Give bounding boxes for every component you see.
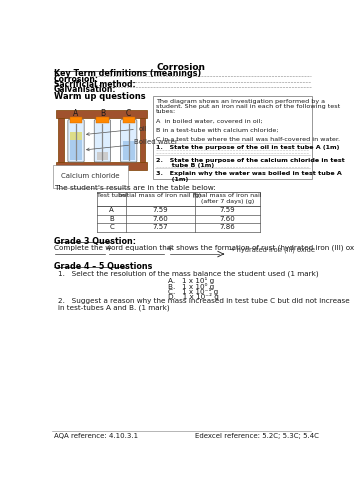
Text: The diagram shows an investigation performed by a: The diagram shows an investigation perfo… (156, 100, 325, 104)
Text: AQA reference: 4.10.3.1: AQA reference: 4.10.3.1 (53, 434, 138, 440)
Text: → hydrated iron (III) oxide: → hydrated iron (III) oxide (229, 246, 315, 253)
Text: Final mass of iron nail
(after 7 days) (g): Final mass of iron nail (after 7 days) (… (193, 193, 261, 204)
FancyBboxPatch shape (68, 120, 84, 162)
Text: A  in boiled water, covered in oil;: A in boiled water, covered in oil; (156, 118, 262, 124)
Text: C: C (126, 110, 131, 118)
Text: C in a test tube where the nail was half-covered in water.: C in a test tube where the nail was half… (156, 138, 340, 142)
Text: Test tube: Test tube (97, 193, 126, 198)
Bar (97, 152, 108, 160)
Bar (70, 117, 82, 123)
Text: 7.57: 7.57 (153, 224, 168, 230)
Text: oil: oil (86, 126, 147, 136)
Text: tubes:: tubes: (156, 109, 176, 114)
Text: Grade 4 – 5 Questions: Grade 4 – 5 Questions (53, 262, 152, 270)
Text: C: C (109, 224, 114, 230)
Text: 1.   State the purpose of the oil in test tube A (1m): 1. State the purpose of the oil in test … (156, 146, 339, 150)
Text: 1.   Select the resolution of the mass balance the student used (1 mark): 1. Select the resolution of the mass bal… (58, 270, 319, 276)
Bar (123, 141, 135, 160)
Text: B in a test-tube with calcium chloride;: B in a test-tube with calcium chloride; (156, 128, 278, 133)
Text: 7.60: 7.60 (153, 216, 169, 222)
Text: Boiled water: Boiled water (86, 140, 178, 151)
Text: 7.86: 7.86 (219, 224, 235, 230)
Bar (96, 117, 109, 123)
Text: Key Term definitions (meanings): Key Term definitions (meanings) (53, 69, 201, 78)
Text: The student's results are in the table below:: The student's results are in the table b… (53, 184, 216, 190)
Bar (70, 132, 82, 140)
Text: Initial mass of iron nail (g): Initial mass of iron nail (g) (119, 193, 202, 198)
Text: 3.   Explain why the water was boiled in test tube A
       (1m): 3. Explain why the water was boiled in t… (156, 172, 342, 182)
Text: Corrosion:: Corrosion: (53, 74, 98, 84)
Text: A: A (109, 207, 114, 213)
FancyBboxPatch shape (94, 120, 110, 162)
Text: Grade 3 Question:: Grade 3 Question: (53, 237, 136, 246)
Text: student. She put an iron nail in each of the following test: student. She put an iron nail in each of… (156, 104, 340, 109)
Text: Edexcel reference: 5.2C; 5.3C; 5.4C: Edexcel reference: 5.2C; 5.3C; 5.4C (195, 434, 319, 440)
Text: B: B (109, 216, 114, 222)
Text: A.   1 x 10¹ g: A. 1 x 10¹ g (168, 277, 215, 284)
Text: 2.   State the purpose of the calcium chloride in test
       tube B (1m): 2. State the purpose of the calcium chlo… (156, 158, 344, 168)
Text: Complete the word equation that shows the formation of rust (hydrated iron (III): Complete the word equation that shows th… (53, 244, 354, 250)
Bar (58, 118, 64, 162)
Text: A: A (73, 110, 79, 118)
Bar (122, 117, 135, 123)
Text: D.   1 x 10⁻² g: D. 1 x 10⁻² g (168, 294, 219, 300)
Text: Galvanisation:: Galvanisation: (53, 86, 116, 94)
Bar (139, 118, 145, 162)
Text: +: + (105, 244, 112, 253)
Text: B: B (100, 110, 105, 118)
Bar (70, 140, 82, 160)
Text: Calcium chloride: Calcium chloride (61, 173, 120, 179)
Text: Corrosion: Corrosion (157, 63, 206, 72)
Text: 2.   Suggest a reason why the mass increased in test tube C but did not increase: 2. Suggest a reason why the mass increas… (58, 298, 350, 312)
FancyBboxPatch shape (153, 96, 312, 180)
FancyBboxPatch shape (121, 120, 137, 162)
Bar (56, 110, 147, 118)
Text: Sacrificial method:: Sacrificial method: (53, 80, 135, 89)
Text: 7.59: 7.59 (219, 207, 235, 213)
Bar (56, 162, 147, 170)
Text: 7.59: 7.59 (153, 207, 168, 213)
Text: 7.60: 7.60 (219, 216, 235, 222)
Text: +: + (166, 244, 172, 253)
Text: C.   1 x 10⁻¹ g: C. 1 x 10⁻¹ g (168, 288, 218, 295)
Text: B.   1 x 10⁰ g: B. 1 x 10⁰ g (168, 282, 215, 290)
Text: Warm up questions: Warm up questions (53, 92, 145, 100)
